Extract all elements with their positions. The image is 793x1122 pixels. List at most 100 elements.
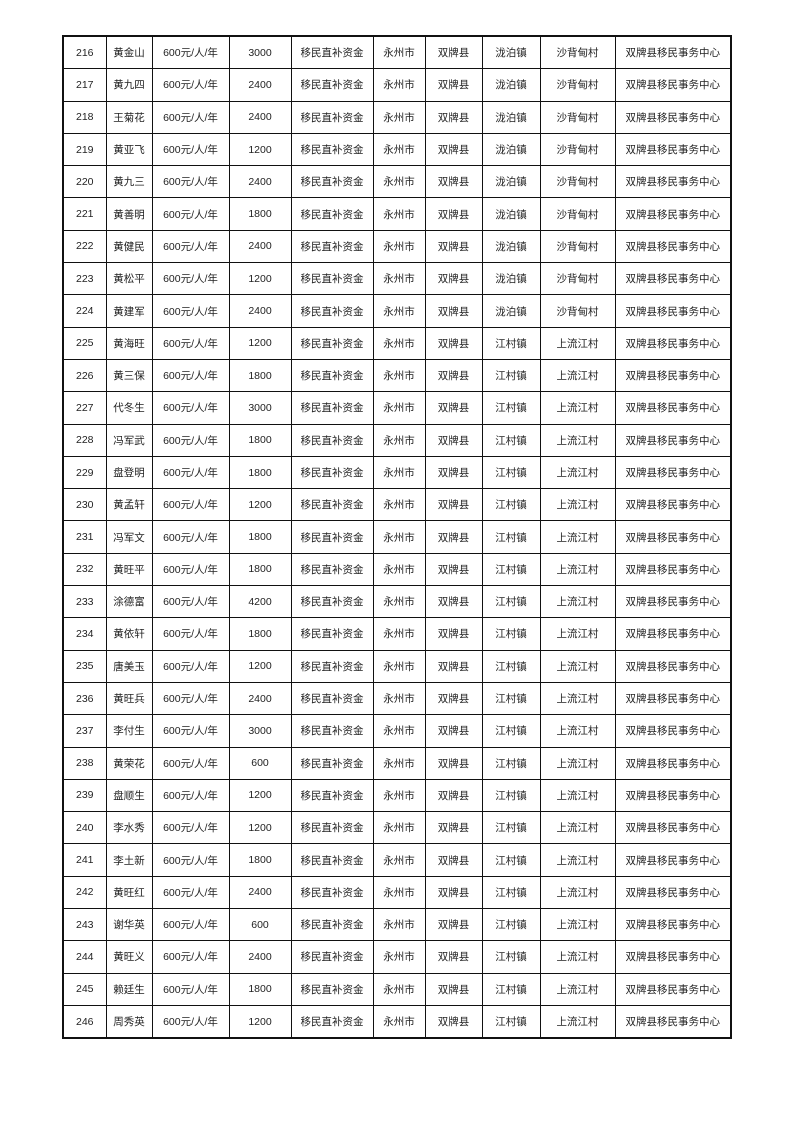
cell-fund_type: 移民直补资金 [290, 197, 374, 231]
cell-village: 上流江村 [539, 585, 616, 619]
cell-village: 上流江村 [539, 940, 616, 974]
cell-town: 江村镇 [481, 843, 541, 877]
cell-county: 双牌县 [424, 68, 483, 102]
cell-agency: 双牌县移民事务中心 [614, 681, 732, 716]
cell-fund_type: 移民直补资金 [290, 326, 374, 360]
cell-name: 黄九四 [105, 68, 153, 102]
cell-no: 224 [62, 294, 107, 328]
cell-agency: 双牌县移民事务中心 [614, 262, 732, 296]
cell-village: 上流江村 [539, 875, 616, 910]
cell-standard: 600元/人/年 [151, 778, 230, 813]
cell-name: 冯军武 [105, 423, 153, 457]
cell-standard: 600元/人/年 [151, 391, 230, 425]
cell-amount: 1800 [228, 552, 292, 587]
cell-standard: 600元/人/年 [151, 358, 230, 393]
cell-village: 上流江村 [539, 778, 616, 813]
table-row: 235 唐美玉 600元/人/年 1200 移民直补资金 永州市 双牌县 江村镇 上流江村 双牌县… [62, 649, 732, 683]
cell-standard: 600元/人/年 [151, 455, 230, 490]
cell-county: 双牌县 [424, 391, 483, 425]
cell-no: 232 [62, 552, 107, 587]
cell-name: 赖廷生 [105, 972, 153, 1006]
cell-fund_type: 移民直补资金 [290, 617, 374, 651]
cell-city: 永州市 [372, 100, 426, 134]
cell-city: 永州市 [372, 35, 426, 70]
cell-fund_type: 移民直补资金 [290, 455, 374, 490]
cell-village: 上流江村 [539, 1004, 616, 1039]
cell-agency: 双牌县移民事务中心 [614, 1004, 732, 1039]
cell-amount: 1200 [228, 488, 292, 522]
cell-fund_type: 移民直补资金 [290, 294, 374, 328]
cell-agency: 双牌县移民事务中心 [614, 132, 732, 167]
table-row: 236 黄旺兵 600元/人/年 2400 移民直补资金 永州市 双牌县 江村镇 上流江村 双牌县… [62, 681, 732, 716]
table-row: 243 谢华英 600元/人/年 600 移民直补资金 永州市 双牌县 江村镇 上流江村 双牌县移… [62, 908, 732, 942]
cell-town: 江村镇 [481, 714, 541, 748]
cell-amount: 1800 [228, 972, 292, 1006]
cell-village: 上流江村 [539, 811, 616, 845]
cell-agency: 双牌县移民事务中心 [614, 972, 732, 1006]
cell-name: 黄三保 [105, 358, 153, 393]
cell-agency: 双牌县移民事务中心 [614, 165, 732, 199]
cell-city: 永州市 [372, 875, 426, 910]
table-row: 223 黄松平 600元/人/年 1200 移民直补资金 永州市 双牌县 泷泊镇 沙背甸村 双牌县… [62, 262, 732, 296]
cell-town: 江村镇 [481, 585, 541, 619]
cell-town: 江村镇 [481, 778, 541, 813]
cell-no: 217 [62, 68, 107, 102]
cell-no: 239 [62, 778, 107, 813]
cell-village: 上流江村 [539, 908, 616, 942]
table-row: 227 代冬生 600元/人/年 3000 移民直补资金 永州市 双牌县 江村镇 上流江村 双牌县… [62, 391, 732, 425]
cell-fund_type: 移民直补资金 [290, 68, 374, 102]
cell-city: 永州市 [372, 811, 426, 845]
cell-amount: 4200 [228, 585, 292, 619]
cell-agency: 双牌县移民事务中心 [614, 714, 732, 748]
cell-village: 上流江村 [539, 617, 616, 651]
cell-name: 黄金山 [105, 35, 153, 70]
cell-village: 沙背甸村 [539, 294, 616, 328]
table-row: 237 李付生 600元/人/年 3000 移民直补资金 永州市 双牌县 江村镇 上流江村 双牌县… [62, 714, 732, 748]
cell-town: 江村镇 [481, 908, 541, 942]
cell-amount: 600 [228, 908, 292, 942]
cell-no: 235 [62, 649, 107, 683]
cell-name: 黄孟轩 [105, 488, 153, 522]
cell-fund_type: 移民直补资金 [290, 714, 374, 748]
cell-county: 双牌县 [424, 778, 483, 813]
cell-standard: 600元/人/年 [151, 488, 230, 522]
cell-no: 219 [62, 132, 107, 167]
cell-standard: 600元/人/年 [151, 972, 230, 1006]
cell-standard: 600元/人/年 [151, 100, 230, 134]
cell-village: 上流江村 [539, 326, 616, 360]
cell-name: 黄健民 [105, 229, 153, 264]
cell-county: 双牌县 [424, 585, 483, 619]
cell-standard: 600元/人/年 [151, 908, 230, 942]
cell-town: 江村镇 [481, 552, 541, 587]
cell-village: 沙背甸村 [539, 100, 616, 134]
cell-village: 上流江村 [539, 746, 616, 780]
cell-city: 永州市 [372, 1004, 426, 1039]
cell-village: 上流江村 [539, 423, 616, 457]
table-row: 229 盘登明 600元/人/年 1800 移民直补资金 永州市 双牌县 江村镇 上流江村 双牌县… [62, 455, 732, 490]
cell-agency: 双牌县移民事务中心 [614, 35, 732, 70]
cell-county: 双牌县 [424, 197, 483, 231]
cell-amount: 1800 [228, 520, 292, 554]
cell-name: 黄海旺 [105, 326, 153, 360]
cell-village: 上流江村 [539, 681, 616, 716]
cell-city: 永州市 [372, 423, 426, 457]
cell-standard: 600元/人/年 [151, 165, 230, 199]
cell-name: 黄荣花 [105, 746, 153, 780]
cell-town: 江村镇 [481, 1004, 541, 1039]
cell-no: 245 [62, 972, 107, 1006]
cell-no: 233 [62, 585, 107, 619]
cell-city: 永州市 [372, 908, 426, 942]
cell-city: 永州市 [372, 132, 426, 167]
cell-county: 双牌县 [424, 488, 483, 522]
cell-town: 江村镇 [481, 681, 541, 716]
cell-standard: 600元/人/年 [151, 326, 230, 360]
cell-town: 泷泊镇 [481, 165, 541, 199]
cell-county: 双牌县 [424, 1004, 483, 1039]
cell-town: 江村镇 [481, 649, 541, 683]
cell-standard: 600元/人/年 [151, 746, 230, 780]
cell-amount: 3000 [228, 714, 292, 748]
cell-county: 双牌县 [424, 617, 483, 651]
cell-city: 永州市 [372, 552, 426, 587]
cell-name: 黄善明 [105, 197, 153, 231]
cell-fund_type: 移民直补资金 [290, 520, 374, 554]
